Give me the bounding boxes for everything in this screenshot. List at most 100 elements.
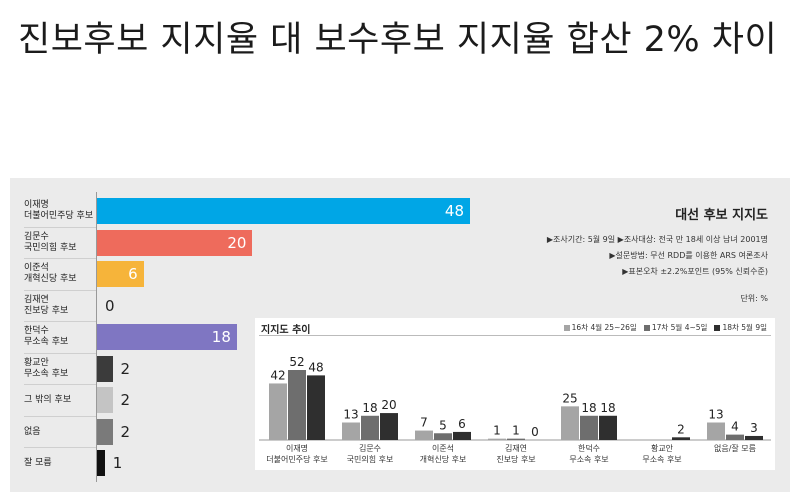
- trend-category-label: 한덕수: [578, 443, 600, 453]
- candidate-name: 없음: [24, 426, 41, 437]
- candidate-party: 더불어민주당 후보: [24, 211, 94, 221]
- trend-category-label: 없음/잘 모름: [714, 444, 756, 453]
- trend-value-label: 48: [308, 360, 323, 374]
- bar-label: 잘 모름: [24, 458, 104, 469]
- trend-bar: [599, 415, 617, 440]
- chart-panel: 이재명 더불어민주당 후보 48 김문수 국민의힘 후보 20 이준석 개혁신당 후보 6 김재연…: [10, 178, 790, 492]
- trend-category-label: 김문수: [359, 443, 381, 453]
- bar-label: 한덕수 무소속 후보: [24, 326, 104, 348]
- legend-swatch-17: [643, 324, 650, 331]
- trend-top-rule: [259, 335, 771, 336]
- trend-category-label: 이재명: [286, 443, 308, 453]
- bar-axis-line: [96, 192, 97, 482]
- trend-value-label: 5: [439, 418, 447, 432]
- survey-note-2: ▶설문방법: 무선 RDD를 이용한 ARS 여론조사: [609, 251, 768, 260]
- bar-value-label: 0: [105, 296, 115, 315]
- trend-value-label: 7: [420, 416, 428, 430]
- row-separator: [24, 352, 96, 354]
- bar-value-label: 2: [120, 359, 131, 378]
- candidate-party: 무소속 후보: [24, 337, 69, 347]
- bar-value-label: 1: [112, 454, 123, 472]
- candidate-party: 진보당 후보: [24, 305, 69, 316]
- bar-value-label: 48: [444, 202, 464, 220]
- bar: [97, 387, 113, 413]
- trend-bar: [361, 415, 379, 440]
- bar-value-label: 18: [211, 328, 231, 346]
- row-separator: [24, 258, 96, 259]
- trend-bar: [342, 422, 360, 440]
- trend-bar: [672, 437, 690, 440]
- headline: 진보후보 지지율 대 보수후보 지지율 합산 2% 차이: [18, 20, 778, 60]
- legend-item-17: 17차 5월 4~5일: [643, 322, 707, 333]
- trend-bar: [726, 434, 744, 440]
- bar: [97, 324, 237, 350]
- bar: [97, 261, 144, 287]
- trend-value-label: 52: [289, 355, 304, 369]
- legend-item-18: 18차 5월 9일: [714, 322, 767, 333]
- bar-label: 김문수 국민의힘 후보: [24, 232, 104, 254]
- bar-value-label: 20: [227, 233, 247, 252]
- trend-category-label: 진보당 후보: [496, 454, 535, 464]
- trend-value-label: 3: [750, 421, 758, 435]
- trend-category-label: 이준석: [432, 443, 454, 453]
- candidate-party: 무소속 후보: [24, 368, 69, 379]
- candidate-name: 잘 모름: [24, 458, 52, 468]
- candidate-name: 김문수: [24, 231, 49, 242]
- survey-note-3: ▶표본오차 ±2.2%포인트 (95% 신뢰수준): [622, 267, 768, 276]
- trend-category-label: 더불어민주당 후보: [266, 454, 327, 464]
- trend-bar: [380, 413, 398, 440]
- bar-value-label: 2: [120, 391, 131, 409]
- trend-value-label: 0: [531, 425, 539, 439]
- trend-category-label: 개혁신당 후보: [420, 454, 467, 464]
- candidate-name: 이준석: [24, 263, 49, 273]
- candidate-name: 황교안: [24, 357, 49, 368]
- trend-bar: [307, 375, 325, 440]
- bar: [97, 418, 113, 445]
- trend-bar: [434, 433, 452, 440]
- row-separator: [24, 447, 96, 448]
- trend-bar: [415, 430, 433, 440]
- bar-label: 김재연 진보당 후보: [24, 295, 104, 317]
- trend-value-label: 18: [600, 401, 615, 415]
- survey-note-1: ▶조사기간: 5월 9일 ▶조사대상: 전국 만 18세 이상 남녀 2001명: [546, 235, 768, 244]
- trend-value-label: 4: [731, 420, 739, 434]
- trend-chart-title: 지지도 추이: [261, 325, 311, 336]
- trend-category-label: 무소속 후보: [642, 455, 681, 464]
- bar-label: 이준석 개혁신당 후보: [24, 263, 104, 285]
- candidate-name: 이재명: [24, 200, 49, 210]
- bar: [97, 450, 105, 476]
- trend-bar: [269, 383, 287, 440]
- trend-value-label: 1: [493, 424, 501, 438]
- legend-swatch-16: [563, 324, 570, 331]
- trend-bar: [453, 431, 471, 440]
- row-separator: [24, 321, 96, 322]
- chart-title: 대선 후보 지지도: [675, 208, 768, 223]
- bar-label: 황교안 무소속 후보: [24, 358, 104, 380]
- trend-legend: 16차 4월 25~26일 17차 5월 4~5일 18차 5월 9일: [563, 322, 767, 333]
- candidate-name: 김재연: [24, 294, 49, 305]
- trend-bar: [745, 435, 763, 440]
- bar-label: 그 밖의 후보: [24, 395, 104, 406]
- trend-value-label: 18: [581, 401, 596, 415]
- trend-bar: [707, 422, 725, 440]
- row-separator: [24, 289, 96, 291]
- trend-value-label: 13: [708, 408, 723, 422]
- row-separator: [24, 415, 96, 417]
- legend-swatch-18: [714, 324, 721, 331]
- trend-bar: [580, 415, 598, 440]
- trend-value-label: 1: [512, 424, 520, 438]
- bar-value-label: 6: [128, 265, 138, 283]
- bar-value-label: 2: [120, 422, 131, 441]
- candidate-name: 그 밖의 후보: [24, 395, 72, 405]
- candidate-party: 개혁신당 후보: [24, 274, 77, 284]
- trend-bar: [288, 370, 306, 440]
- trend-value-label: 2: [677, 422, 685, 436]
- trend-category-label: 김재연: [505, 443, 527, 453]
- legend-label-18: 18차 5월 9일: [722, 323, 767, 332]
- trend-value-label: 20: [381, 398, 396, 412]
- bar: [97, 229, 253, 256]
- legend-label-16: 16차 4월 25~26일: [571, 323, 637, 332]
- trend-value-label: 6: [458, 417, 466, 431]
- candidate-name: 한덕수: [24, 326, 49, 336]
